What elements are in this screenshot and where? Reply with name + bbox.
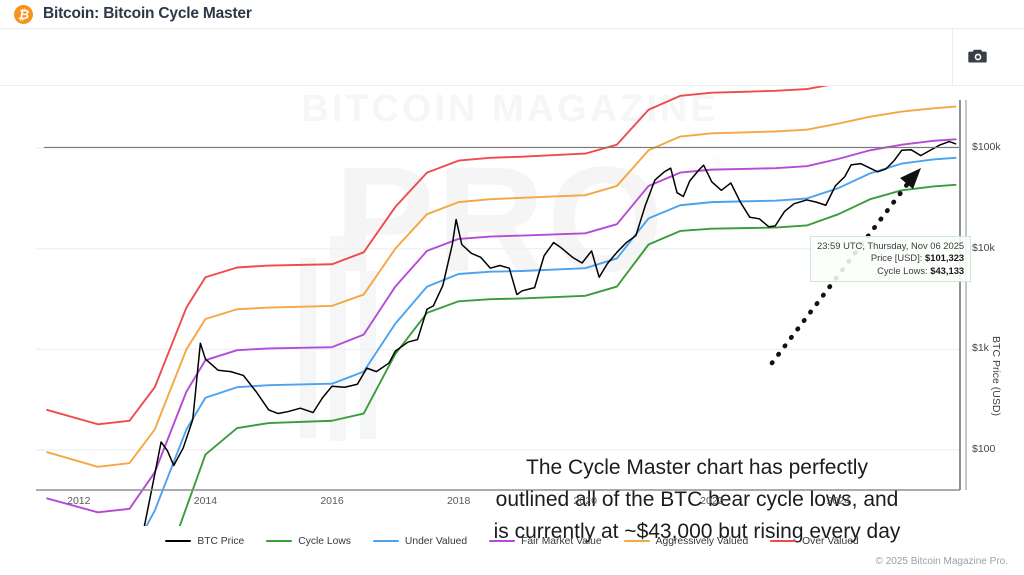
- tooltip-timestamp: 23:59 UTC, Thursday, Nov 06 2025: [817, 240, 965, 251]
- app-header: ₿ Bitcoin: Bitcoin Cycle Master: [0, 0, 1024, 29]
- legend-color-swatch: [770, 539, 797, 543]
- legend-label: Fair Market Value: [521, 535, 602, 547]
- legend-item[interactable]: Cycle Lows: [266, 536, 351, 547]
- y-axis-tick-label: $1k: [972, 342, 989, 355]
- legend-label: BTC Price: [197, 535, 245, 547]
- series-line: [46, 138, 957, 514]
- camera-icon-svg: [968, 49, 987, 63]
- series-line: [143, 140, 957, 526]
- series-line: [178, 183, 957, 526]
- y-axis-title: BTC Price (USD): [990, 336, 1002, 416]
- price-chart-svg: [36, 86, 967, 526]
- x-axis-tick-label: 2014: [193, 495, 218, 507]
- series-line: [46, 105, 957, 468]
- legend-item[interactable]: Aggressively Valued: [623, 535, 749, 547]
- x-axis-tick-label: 2024: [826, 495, 851, 507]
- chart-toolbar: [0, 29, 1024, 86]
- legend-label: Under Valued: [404, 535, 468, 547]
- x-axis-tick-label: 2018: [446, 495, 471, 507]
- tooltip-price-label: Price [USD]:: [870, 252, 923, 264]
- legend-color-swatch: [165, 539, 192, 543]
- legend-item[interactable]: Over Valued: [770, 535, 859, 547]
- y-axis-tick-label: $100k: [972, 141, 1001, 154]
- tooltip-cycle-value: $43,133: [930, 264, 965, 276]
- chart-legend: BTC Price Cycle Lows Under Valued Fair Mark…: [0, 532, 1024, 550]
- annotation-line-3: is currently at ~$43,000 but rising ever…: [493, 520, 901, 543]
- tooltip-price-value: $101,323: [925, 252, 965, 264]
- bitcoin-logo-icon: ₿: [14, 4, 33, 24]
- page-title: Bitcoin: Bitcoin Cycle Master: [43, 5, 252, 22]
- tooltip-cycle-row: Cycle Lows: $43,133: [817, 265, 964, 277]
- annotation-line-2: outlined all of the BTC bear cycle lows,…: [495, 488, 899, 511]
- legend-color-swatch: [489, 539, 516, 543]
- hover-tooltip: 23:59 UTC, Thursday, Nov 06 2025 Price […: [810, 236, 972, 283]
- legend-label: Over Valued: [802, 535, 859, 547]
- x-axis-tick-label: 2016: [320, 495, 344, 507]
- legend-item[interactable]: Under Valued: [372, 535, 468, 547]
- x-axis-tick-label: 2022: [700, 495, 724, 507]
- legend-color-swatch: [266, 539, 293, 543]
- x-axis-tick-label: 2020: [573, 495, 597, 507]
- chart-annotation-text: The Cycle Master chart has perfectly out…: [462, 452, 932, 548]
- legend-color-swatch: [623, 539, 650, 543]
- chart-plot-area: BITCOIN MAGAZINE PRO ® 23:59 UTC, Thur: [0, 86, 1024, 543]
- toolbar-divider: [952, 29, 953, 86]
- legend-label: Cycle Lows: [298, 535, 351, 547]
- y-axis-tick-label: $100: [972, 442, 996, 455]
- camera-icon[interactable]: [968, 48, 988, 64]
- legend-item[interactable]: Fair Market Value: [489, 536, 602, 547]
- tooltip-price-row: Price [USD]: $101,323: [817, 252, 964, 264]
- x-axis-tick-label: 2012: [67, 495, 91, 507]
- tooltip-cycle-label: Cycle Lows:: [877, 264, 928, 276]
- annotation-line-1: The Cycle Master chart has perfectly: [526, 456, 868, 479]
- series-line: [46, 86, 829, 426]
- legend-label: Aggressively Valued: [655, 535, 749, 547]
- y-axis-tick-label: $10k: [972, 241, 995, 254]
- legend-item[interactable]: BTC Price: [165, 536, 244, 547]
- footer-copyright: © 2025 Bitcoin Magazine Pro.: [875, 556, 1008, 567]
- series-line: [145, 156, 957, 526]
- series-lines: [46, 86, 957, 526]
- legend-color-swatch: [372, 539, 399, 543]
